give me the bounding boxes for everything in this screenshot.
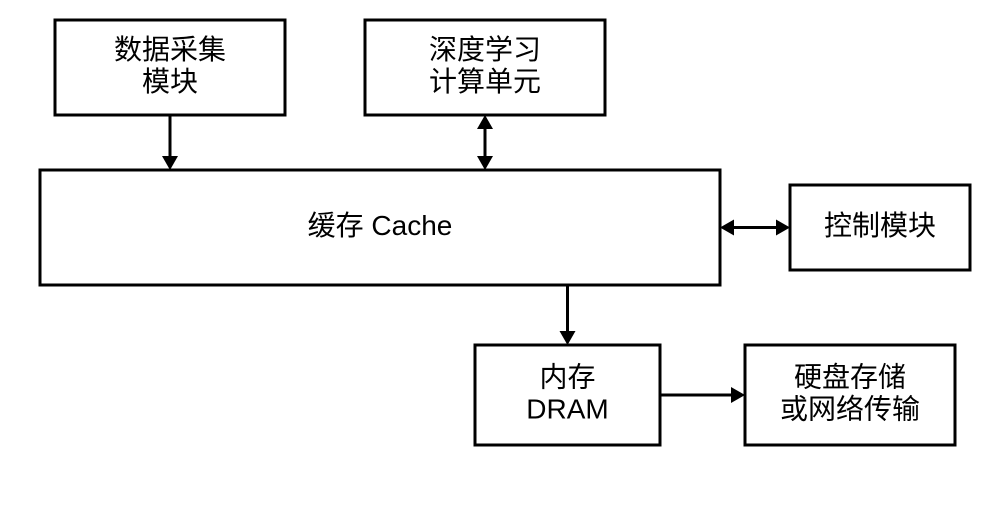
node-ctrl: 控制模块 <box>790 185 970 270</box>
node-dram-label-0: 内存 <box>539 361 595 392</box>
block-diagram: 数据采集模块深度学习计算单元缓存 Cache控制模块内存DRAM硬盘存储或网络传… <box>0 0 1000 505</box>
node-disk-label-0: 硬盘存储 <box>794 361 906 392</box>
node-dram-label-1: DRAM <box>526 393 608 424</box>
node-data_acq-label-1: 模块 <box>142 66 198 97</box>
node-ctrl-label-0: 控制模块 <box>824 210 936 241</box>
node-dram: 内存DRAM <box>475 345 660 445</box>
node-disk-label-1: 或网络传输 <box>780 393 920 424</box>
node-cache-label-0: 缓存 Cache <box>308 210 453 241</box>
node-data_acq: 数据采集模块 <box>55 20 285 115</box>
node-data_acq-label-0: 数据采集 <box>114 34 226 65</box>
node-dl_unit-label-0: 深度学习 <box>429 34 541 65</box>
node-dl_unit-label-1: 计算单元 <box>429 66 541 97</box>
node-cache: 缓存 Cache <box>40 170 720 285</box>
node-dl_unit: 深度学习计算单元 <box>365 20 605 115</box>
node-disk: 硬盘存储或网络传输 <box>745 345 955 445</box>
